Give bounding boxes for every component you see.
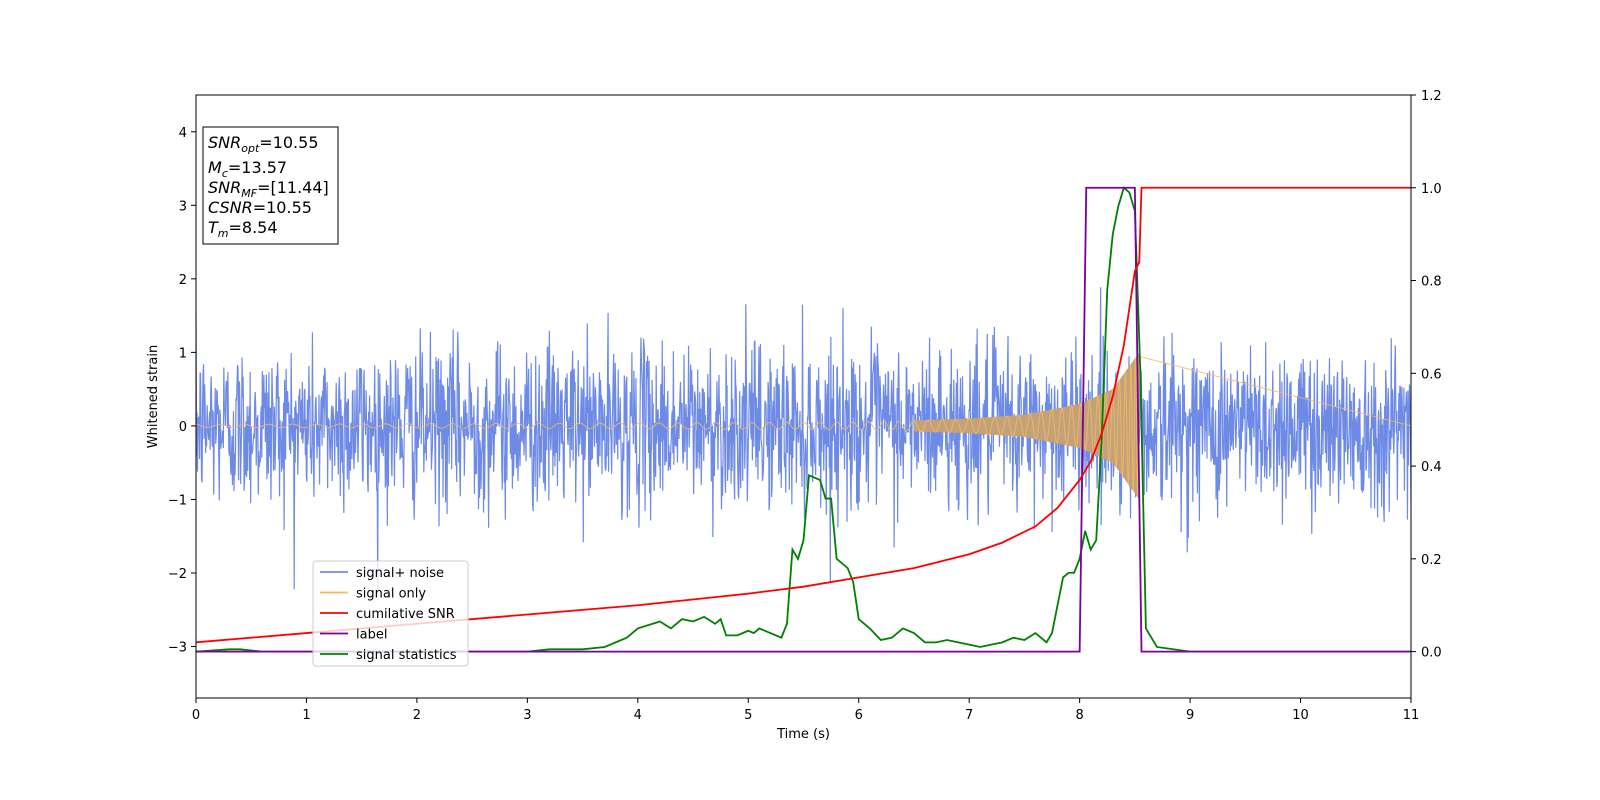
signal-statistics-line	[196, 186, 1411, 653]
y-right-tick-label: 1.2	[1421, 89, 1442, 104]
legend-label: signal+ noise	[356, 566, 444, 581]
y-left-tick-label: 4	[179, 126, 187, 141]
signal-only-line	[196, 355, 1411, 497]
x-tick-label: 3	[523, 708, 531, 723]
y-left-tick-label: 3	[179, 199, 187, 214]
annotation-line: Tm=8.54	[208, 218, 278, 240]
annotation-line: SNRopt=10.55	[208, 133, 319, 155]
legend: signal+ noise signal only cumilative SNR la…	[312, 560, 469, 667]
y-left-tick-label: −2	[168, 567, 187, 582]
y-right-tick-label: 0.8	[1421, 275, 1442, 290]
y-left-tick-label: 0	[179, 420, 187, 435]
y-left-tick-label: −3	[168, 641, 187, 656]
signal-noise-line	[196, 287, 1411, 596]
y-right-tick-label: 0.0	[1421, 646, 1442, 661]
annotation-frame	[202, 126, 339, 245]
plot-frame	[195, 94, 1412, 699]
x-axis-label: Time (s)	[776, 727, 830, 742]
cumulative-snr-line	[196, 186, 1411, 644]
y-left-tick-label: 1	[179, 346, 187, 361]
y-axis-right-ticks: 0.0 0.2 0.4 0.6 0.8 1.0 1.2	[1411, 89, 1442, 661]
signal-noise-series	[196, 287, 1411, 596]
annotation-line: Mc=13.57	[208, 158, 287, 180]
y-right-tick-label: 0.6	[1421, 367, 1442, 382]
x-tick-label: 7	[965, 708, 973, 723]
legend-label: signal statistics	[356, 648, 457, 663]
signal-only-envelope	[913, 352, 1140, 500]
cumulative-snr-series	[196, 186, 1411, 644]
x-tick-label: 8	[1075, 708, 1083, 723]
y-right-tick-label: 0.4	[1421, 460, 1442, 475]
x-tick-label: 11	[1403, 708, 1420, 723]
x-tick-label: 10	[1292, 708, 1309, 723]
legend-label: cumilative SNR	[356, 607, 455, 622]
x-tick-label: 4	[634, 708, 642, 723]
x-tick-label: 0	[192, 708, 200, 723]
y-right-tick-label: 1.0	[1421, 182, 1442, 197]
y-left-tick-label: −1	[168, 493, 187, 508]
legend-label: label	[356, 628, 387, 643]
y-right-tick-label: 0.2	[1421, 553, 1442, 568]
label-line	[196, 186, 1411, 653]
annotation-line: SNRMF=[11.44]	[208, 178, 329, 200]
x-tick-label: 1	[302, 708, 310, 723]
signal-statistics-series	[196, 186, 1411, 653]
annotation-line: CSNR=10.55	[208, 198, 312, 217]
signal-only-series	[196, 352, 1411, 500]
annotation-box: SNRopt=10.55 Mc=13.57SNRMF=[11.44]CSNR=10…	[202, 126, 339, 245]
x-axis-ticks: 0 1 2 3 4 5 6 7 8 9 10 11	[192, 698, 1419, 723]
legend-frame	[312, 560, 469, 667]
legend-label: signal only	[356, 587, 426, 602]
x-tick-label: 9	[1186, 708, 1194, 723]
y-axis-label: Whitened strain	[146, 345, 161, 448]
x-tick-label: 5	[744, 708, 752, 723]
x-tick-label: 2	[413, 708, 421, 723]
x-tick-label: 6	[855, 708, 863, 723]
y-left-tick-label: 2	[179, 273, 187, 288]
label-series	[196, 186, 1411, 653]
y-axis-left-ticks: −3 −2 −1 0 1 2 3 4	[168, 126, 196, 656]
